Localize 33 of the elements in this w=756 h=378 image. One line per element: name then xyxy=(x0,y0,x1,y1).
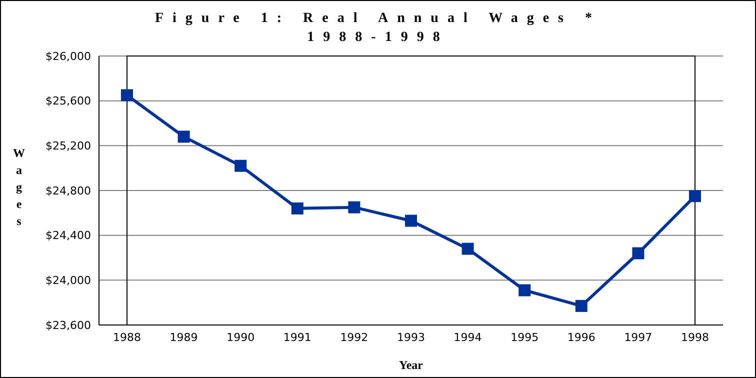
y-tick-label: $25,200 xyxy=(46,140,91,153)
chart-subtitle: 1988-1998 xyxy=(306,29,450,47)
point xyxy=(234,160,247,172)
y-tick-label: $25,600 xyxy=(46,94,91,108)
point xyxy=(632,247,644,260)
y-axis-title: Wages xyxy=(11,146,26,231)
point xyxy=(405,214,417,227)
x-tick-label: 1996 xyxy=(567,330,596,344)
x-tick-label: 1997 xyxy=(624,330,652,344)
x-tick-label: 1989 xyxy=(170,330,198,344)
x-tick-label: 1994 xyxy=(454,330,482,344)
point xyxy=(575,300,588,312)
x-tick-label: 1991 xyxy=(283,330,312,344)
point xyxy=(348,201,360,214)
point xyxy=(121,89,133,102)
y-tick-label: $26,000 xyxy=(46,50,91,63)
point xyxy=(291,202,304,214)
y-tick-label: $24,000 xyxy=(46,274,91,288)
y-tick-label: $24,400 xyxy=(46,229,91,242)
point xyxy=(518,284,531,296)
x-tick-label: 1995 xyxy=(510,330,539,344)
y-tick-label: $23,600 xyxy=(46,318,91,332)
y-tick-label: $24,800 xyxy=(46,184,91,198)
point xyxy=(178,130,190,143)
x-tick-label: 1998 xyxy=(681,330,709,344)
point xyxy=(689,190,701,202)
point xyxy=(462,242,474,255)
x-tick-label: 1993 xyxy=(397,330,425,344)
x-tick-label: 1988 xyxy=(113,330,141,344)
x-axis-title: Year xyxy=(399,358,424,372)
x-tick-label: 1990 xyxy=(226,330,255,344)
chart-title: Figure 1: Real Annual Wages * xyxy=(154,10,602,28)
x-tick-label: 1992 xyxy=(340,330,368,344)
